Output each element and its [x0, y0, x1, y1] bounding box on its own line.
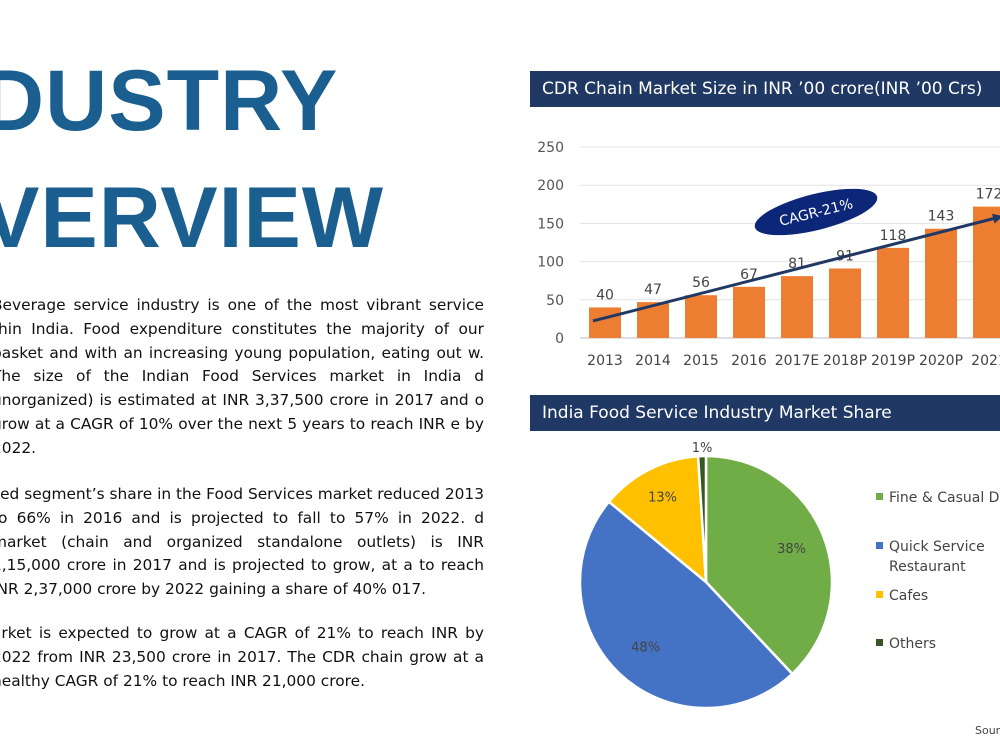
trend-arrowhead — [992, 213, 1000, 224]
legend-label: Cafes — [889, 588, 929, 604]
x-tick-label: 2018P — [823, 353, 867, 369]
paragraph-1: Beverage service industry is one of the … — [0, 296, 484, 457]
legend-swatch — [876, 541, 883, 549]
data-label: 47 — [644, 282, 662, 298]
pie-data-label: 38% — [777, 542, 806, 557]
legend-label: Quick Service Restaurant — [889, 539, 985, 575]
pie-chart-title: India Food Service Industry Market Share — [530, 395, 1000, 431]
y-tick-label: 0 — [555, 331, 564, 347]
x-tick-label: 2019P — [871, 353, 915, 369]
x-tick-label: 2020P — [919, 353, 963, 369]
page-title-line2: VERVIEW — [0, 170, 385, 266]
data-label: 40 — [596, 287, 614, 303]
trend-line — [592, 215, 1000, 323]
bar — [877, 247, 909, 338]
data-label: 56 — [692, 275, 710, 291]
y-tick-label: 250 — [537, 140, 564, 156]
data-label: 143 — [928, 209, 955, 225]
pie-slice — [578, 499, 795, 710]
paragraph-2: zed segment’s share in the Food Services… — [0, 485, 484, 599]
bar-chart-title: CDR Chain Market Size in INR ’00 crore(I… — [530, 71, 1000, 107]
bar — [733, 286, 765, 338]
legend-item-fine-casual: Fine & Casual Di — [876, 488, 1000, 508]
cagr-ellipse — [754, 188, 878, 236]
legend-label: Others — [889, 636, 937, 652]
pie-slice — [607, 454, 708, 585]
bar — [829, 268, 861, 338]
legend-item-others: Others — [876, 634, 936, 654]
legend-item-quick-service: Quick Service Restaurant — [876, 537, 994, 577]
bar-chart: 0501001502002504020134720145620156720168… — [537, 140, 1000, 369]
x-tick-label: 2015 — [683, 353, 719, 369]
bar — [973, 206, 1000, 338]
bar — [685, 295, 717, 338]
pie-data-label: 48% — [631, 640, 660, 655]
page-title-line1: DUSTRY — [0, 53, 339, 149]
legend-swatch — [876, 590, 883, 598]
pie-slice — [704, 454, 834, 676]
bar — [781, 276, 813, 338]
legend-swatch — [876, 638, 883, 646]
data-label: 172 — [976, 187, 1000, 203]
y-tick-label: 150 — [537, 216, 564, 232]
x-tick-label: 2021 — [971, 353, 1000, 369]
pie-slice — [696, 454, 708, 583]
x-tick-label: 2016 — [731, 353, 767, 369]
paragraph-3: arket is expected to grow at a CAGR of 2… — [0, 624, 484, 690]
y-tick-label: 100 — [537, 255, 564, 271]
bar — [589, 307, 621, 338]
x-tick-label: 2017E — [775, 353, 819, 369]
legend-label: Fine & Casual Di — [889, 490, 1000, 506]
y-tick-label: 200 — [537, 178, 564, 194]
x-tick-label: 2013 — [587, 353, 623, 369]
cagr-annotation: CAGR-21% — [754, 188, 878, 236]
data-label: 118 — [880, 228, 907, 244]
bar — [925, 228, 957, 338]
legend-item-cafes: Cafes — [876, 586, 928, 606]
pie-data-label: 13% — [648, 491, 677, 506]
source-note: Sour — [975, 724, 1000, 737]
legend-swatch — [876, 492, 883, 500]
x-tick-label: 2014 — [635, 353, 671, 369]
pie-chart: 38% 48% 13% 1% — [578, 441, 834, 710]
y-tick-label: 50 — [546, 293, 564, 309]
pie-data-label: 1% — [692, 441, 713, 456]
